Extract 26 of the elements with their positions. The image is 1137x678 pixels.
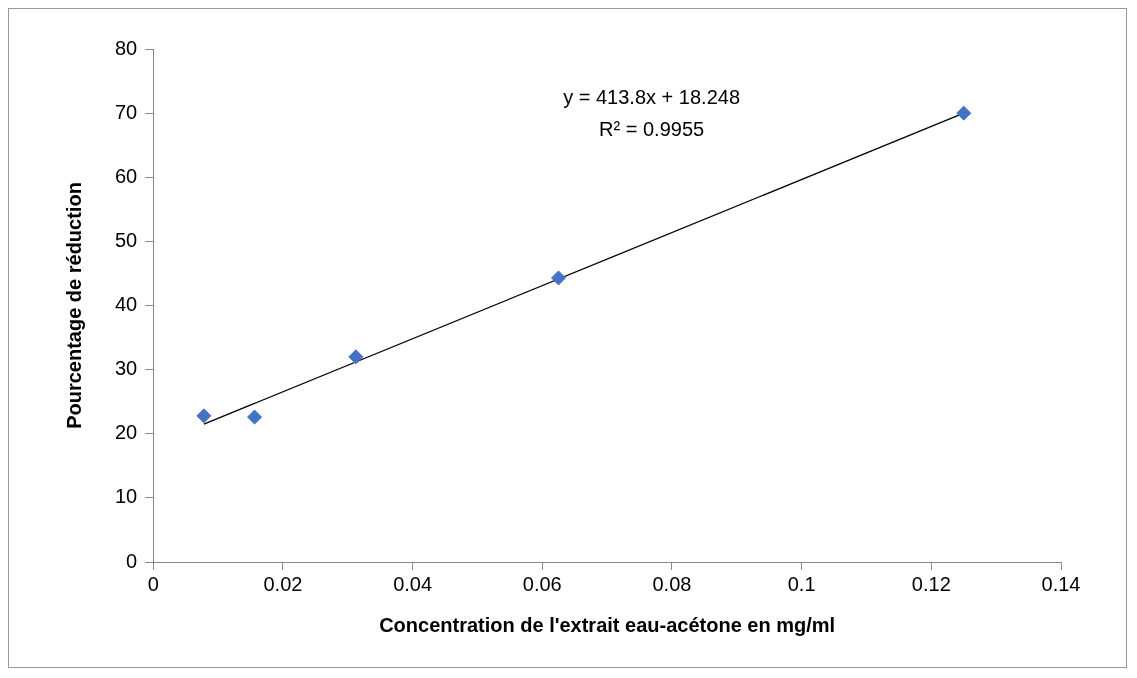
x-tick-label: 0.14 [1041, 572, 1081, 595]
y-tick-label: 10 [115, 485, 138, 508]
point [196, 408, 212, 424]
point [348, 349, 364, 365]
x-tick-label: 0 [147, 572, 159, 595]
y-tick-label: 50 [115, 228, 138, 251]
y-axis-title: Pourcentage de réduction [62, 182, 85, 429]
annotation: y = 413.8x + 18.248 [563, 85, 741, 108]
x-tick-label: 0.12 [911, 572, 951, 595]
y-tick-label: 20 [115, 421, 138, 444]
y-tick-label: 80 [115, 36, 138, 59]
x-axis-title: Concentration de l'extrait eau-acétone en mg/ml [379, 613, 836, 636]
x-tick-label: 0.08 [652, 572, 692, 595]
y-tick-label: 30 [115, 357, 138, 380]
x-tick-label: 0.06 [522, 572, 562, 595]
x-tick-label: 0.1 [787, 572, 816, 595]
y-tick-label: 0 [126, 549, 138, 572]
point [956, 105, 972, 121]
y-tick-label: 70 [115, 100, 138, 123]
point [247, 409, 263, 425]
annotation: R² = 0.9955 [599, 117, 705, 140]
y-tick-label: 60 [115, 164, 138, 187]
x-tick-label: 0.04 [393, 572, 433, 595]
x-tick-label: 0.02 [263, 572, 303, 595]
point [550, 270, 566, 286]
y-tick-label: 40 [115, 293, 138, 316]
